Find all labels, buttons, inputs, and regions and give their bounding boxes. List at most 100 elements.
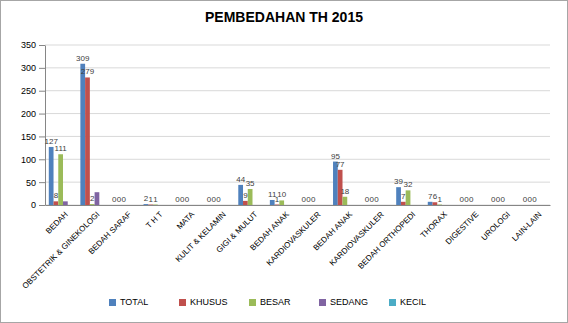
bar (365, 205, 370, 206)
plot: 050100150200250300350BEDAHOBSTETRIK & GI… (21, 40, 551, 290)
bar (248, 189, 253, 205)
data-labels: 1273090200441109503970008279010091077076… (44, 54, 537, 204)
x-tick: LAIN-LAIN (510, 205, 544, 243)
bar (374, 205, 379, 206)
data-label: 309 (76, 54, 90, 63)
bar (126, 205, 131, 206)
y-tick: 200 (21, 109, 45, 119)
bar (95, 192, 100, 205)
bar (532, 205, 537, 206)
y-axis-line (45, 46, 46, 206)
chart: PEMBEDAHAN TH 2015050100150200250300350B… (0, 0, 568, 323)
bar (180, 205, 185, 206)
y-tick-mark (39, 182, 45, 183)
bar (221, 205, 226, 206)
bar (505, 205, 510, 206)
y-tick-mark (39, 45, 45, 46)
x-tick-label: DIGESTIVE (444, 210, 481, 247)
grid-line (45, 113, 550, 114)
bar (153, 204, 158, 205)
series-bars (58, 154, 442, 205)
series-bars (63, 192, 99, 205)
bar (442, 205, 447, 206)
data-label: 2 (90, 194, 95, 203)
bar (211, 205, 216, 206)
y-tick-label: 200 (21, 109, 36, 119)
bar (410, 205, 415, 206)
x-tick: UROLOGI (480, 205, 512, 242)
y-tick-mark (39, 114, 45, 115)
bar (58, 154, 63, 205)
bar (306, 205, 311, 206)
x-tick-label: KULIT & KELAMIN (174, 210, 228, 264)
bar (406, 190, 411, 205)
bar (428, 202, 433, 205)
bar (90, 204, 95, 205)
y-tick-mark (39, 68, 45, 69)
legend-label: TOTAL (120, 297, 148, 307)
data-label: 35 (246, 179, 255, 188)
bar (459, 205, 464, 206)
x-tick-label: KARDIOVASKULER (265, 210, 323, 268)
grid-line (45, 67, 550, 68)
x-tick: MATA (175, 205, 197, 231)
y-tick-label: 100 (21, 155, 36, 165)
grid-line (45, 90, 550, 91)
data-label: 0 (469, 195, 474, 204)
bar (279, 200, 284, 205)
title: PEMBEDAHAN TH 2015 (205, 9, 363, 25)
data-label: 32 (404, 180, 413, 189)
bar (162, 205, 167, 206)
y-tick-label: 350 (21, 40, 36, 50)
bar (401, 202, 406, 205)
y-tick: 100 (21, 155, 45, 165)
bar (284, 205, 289, 206)
data-label: 0 (311, 195, 316, 204)
x-tick-label: LAIN-LAIN (510, 210, 544, 244)
legend-swatch (249, 299, 256, 306)
bar (148, 204, 153, 205)
x-axis-line (46, 205, 551, 206)
x-tick: BEDAH SARAF (87, 205, 133, 256)
data-label: 8 (54, 191, 59, 200)
data-label: 0 (216, 195, 221, 204)
bar (510, 205, 515, 206)
bar (316, 205, 321, 206)
bars (49, 64, 442, 205)
data-label: 10 (277, 190, 286, 199)
y-tick: 300 (21, 63, 45, 73)
legend-item: SEDANG (319, 297, 368, 307)
bar (144, 204, 149, 205)
bar (99, 205, 104, 206)
bar (226, 205, 231, 206)
bar (63, 201, 68, 205)
data-label: 1 (153, 195, 158, 204)
data-label: 77 (336, 160, 345, 169)
legend-label: BESAR (260, 297, 291, 307)
x-tick: THORAX (419, 205, 449, 240)
bar (189, 205, 194, 206)
bar (301, 205, 306, 206)
bar (68, 205, 73, 206)
x-tick: KARDIOVASKULER (328, 205, 386, 268)
y-tick: 250 (21, 86, 45, 96)
y-axis: 050100150200250300350 (21, 40, 46, 210)
y-tick-mark (39, 205, 45, 206)
bar (379, 205, 384, 206)
grid (45, 45, 550, 205)
bar (320, 205, 325, 206)
bar (185, 205, 190, 206)
y-tick-label: 300 (21, 63, 36, 73)
bar (478, 205, 483, 206)
x-tick-label: T H T (144, 210, 164, 230)
grid-line (45, 159, 550, 160)
x-tick-label: UROLOGI (480, 210, 512, 242)
legend-item: TOTAL (109, 297, 148, 307)
x-tick-label: BEDAH ORTHOPEDI (356, 210, 417, 271)
data-label: 1 (437, 195, 442, 204)
grid-line (45, 136, 550, 137)
bar (252, 205, 257, 206)
bar (80, 64, 85, 205)
x-tick: KARDIOVASKULER (265, 205, 323, 268)
data-label: 9 (243, 191, 248, 200)
